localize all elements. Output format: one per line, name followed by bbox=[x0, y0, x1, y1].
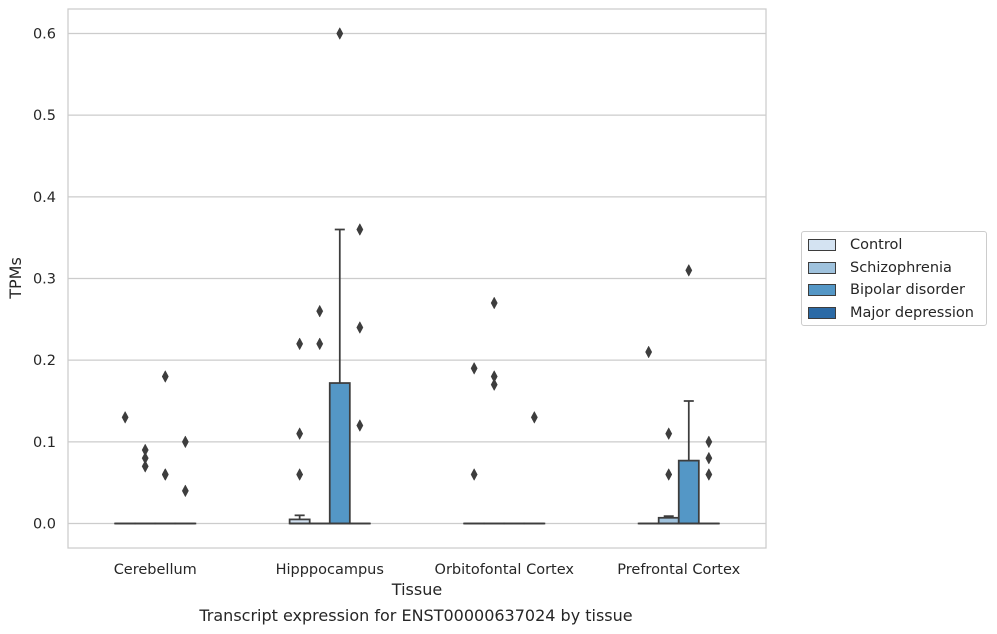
outlier-cerebellum-bipolar-disorder-1 bbox=[161, 468, 169, 481]
y-axis-ticks: 0.0 0.1 0.2 0.3 0.4 0.5 0.6 bbox=[33, 27, 56, 533]
outlier-hipppocampus-major-depression-1 bbox=[356, 321, 364, 334]
legend-label-control: Control bbox=[850, 237, 903, 253]
outlier-prefrontal-cortex-major-depression-0 bbox=[705, 468, 713, 481]
y-tick-label-0-5: 0.5 bbox=[33, 108, 56, 124]
legend-item-major-depression: Major depression bbox=[808, 304, 974, 322]
legend: Control Schizophrenia Bipolar disorder M… bbox=[801, 231, 987, 326]
legend-swatch-bipolar-disorder bbox=[808, 284, 836, 296]
outlier-points bbox=[121, 27, 713, 498]
legend-swatch-control bbox=[808, 239, 836, 251]
outlier-orbitofontal-cortex-schizophrenia-1 bbox=[490, 370, 498, 383]
outlier-cerebellum-schizophrenia-0 bbox=[141, 459, 149, 473]
legend-label-bipolar-disorder: Bipolar disorder bbox=[850, 282, 965, 298]
outlier-hipppocampus-schizophrenia-1 bbox=[316, 304, 324, 318]
outlier-prefrontal-cortex-major-depression-2 bbox=[705, 435, 713, 449]
outlier-prefrontal-cortex-control-0 bbox=[645, 345, 653, 359]
outlier-cerebellum-bipolar-disorder-2 bbox=[161, 370, 169, 383]
legend-swatch-major-depression bbox=[808, 307, 836, 319]
outlier-hipppocampus-major-depression-0 bbox=[356, 419, 364, 432]
x-axis-ticks: Cerebellum Hipppocampus Orbitofontal Corte… bbox=[114, 562, 741, 578]
chart-title: Transcript expression for ENST0000063702… bbox=[199, 606, 633, 625]
outlier-orbitofontal-cortex-schizophrenia-0 bbox=[490, 378, 498, 392]
outlier-cerebellum-schizophrenia-2 bbox=[141, 443, 149, 457]
y-tick-label-0-4: 0.4 bbox=[33, 190, 56, 206]
outlier-hipppocampus-control-1 bbox=[296, 427, 304, 441]
outlier-cerebellum-control-0 bbox=[121, 410, 129, 424]
outlier-hipppocampus-bipolar-disorder-0 bbox=[336, 27, 344, 40]
y-tick-label-0-0: 0.0 bbox=[33, 517, 56, 533]
outlier-hipppocampus-schizophrenia-0 bbox=[316, 337, 324, 351]
box-body bbox=[677, 459, 700, 525]
outlier-hipppocampus-control-2 bbox=[296, 337, 304, 351]
outlier-hipppocampus-control-0 bbox=[296, 468, 304, 481]
y-tick-label-0-6: 0.6 bbox=[33, 27, 56, 43]
outlier-prefrontal-cortex-schizophrenia-0 bbox=[665, 468, 673, 481]
outlier-prefrontal-cortex-schizophrenia-1 bbox=[665, 427, 673, 441]
box-hipppocampus-bipolar-disorder bbox=[328, 228, 351, 525]
x-axis-label: Tissue bbox=[391, 580, 442, 599]
outlier-orbitofontal-cortex-control-1 bbox=[470, 361, 478, 375]
y-tick-label-0-3: 0.3 bbox=[33, 272, 56, 288]
box-prefrontal-cortex-bipolar-disorder bbox=[677, 400, 700, 525]
y-tick-label-0-2: 0.2 bbox=[33, 353, 56, 369]
outlier-cerebellum-major-depression-1 bbox=[181, 435, 189, 449]
x-tick-label-cerebellum: Cerebellum bbox=[114, 562, 197, 578]
outlier-cerebellum-schizophrenia-1 bbox=[141, 451, 149, 465]
x-tick-label-hipppocampus: Hipppocampus bbox=[276, 562, 384, 578]
outlier-orbitofontal-cortex-schizophrenia-2 bbox=[490, 296, 498, 310]
legend-swatch-schizophrenia bbox=[808, 262, 836, 274]
box-series bbox=[114, 228, 720, 525]
plot-area-frame bbox=[67, 8, 767, 549]
legend-item-schizophrenia: Schizophrenia bbox=[808, 259, 952, 277]
x-tick-label-prefrontal-cortex: Prefrontal Cortex bbox=[617, 562, 740, 578]
outlier-orbitofontal-cortex-control-0 bbox=[470, 468, 478, 481]
outlier-hipppocampus-major-depression-2 bbox=[356, 223, 364, 236]
legend-item-control: Control bbox=[808, 236, 902, 254]
outlier-cerebellum-major-depression-0 bbox=[181, 484, 189, 498]
outlier-prefrontal-cortex-major-depression-1 bbox=[705, 451, 713, 465]
box-hipppocampus-control bbox=[288, 514, 311, 525]
outlier-orbitofontal-cortex-major-depression-0 bbox=[530, 410, 538, 424]
legend-item-bipolar-disorder: Bipolar disorder bbox=[808, 281, 965, 299]
x-tick-label-orbitofontal-cortex: Orbitofontal Cortex bbox=[435, 562, 575, 578]
y-axis-label: TPMs bbox=[6, 257, 25, 300]
box-body bbox=[328, 382, 351, 525]
legend-label-major-depression: Major depression bbox=[850, 305, 974, 321]
outlier-prefrontal-cortex-bipolar-disorder-0 bbox=[685, 263, 693, 277]
box-prefrontal-cortex-schizophrenia bbox=[657, 515, 680, 525]
legend-label-schizophrenia: Schizophrenia bbox=[850, 260, 952, 276]
y-tick-label-0-1: 0.1 bbox=[33, 435, 56, 451]
grid-lines bbox=[68, 32, 766, 525]
